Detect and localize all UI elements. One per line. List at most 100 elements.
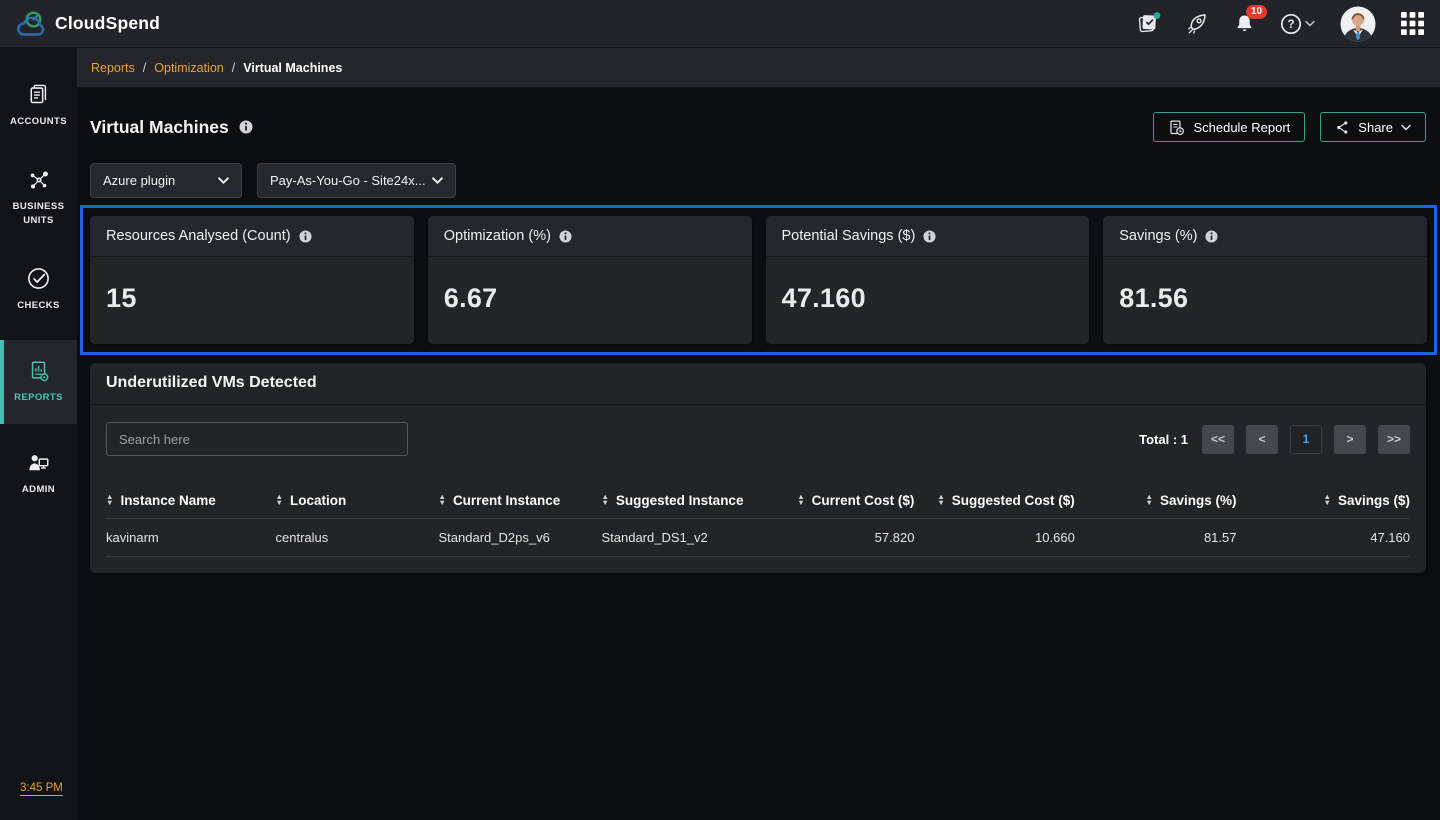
cell-savings-usd: 47.160 [1236, 517, 1410, 557]
sidebar-item-label: CHECKS [17, 300, 60, 312]
apps-grid-icon [1401, 12, 1424, 35]
reports-icon [31, 361, 48, 382]
cell-suggested-cost: 10.660 [914, 517, 1075, 557]
accounts-icon [30, 85, 47, 104]
brand-name: CloudSpend [55, 13, 161, 33]
sidebar-item-label: BUSINESS UNITS [12, 200, 65, 226]
column-header-location[interactable]: Location [276, 478, 439, 518]
stat-card-value: 6.67 [443, 283, 498, 313]
stat-card-value: 47.160 [781, 283, 866, 313]
table-controls: Total : 1 << < 1 > >> [90, 405, 1426, 472]
cell-savings-pct: 81.57 [1074, 517, 1237, 557]
sidebar-item-label: REPORTS [14, 391, 63, 403]
apps-grid-button[interactable] [1401, 12, 1424, 35]
topbar-icons: 10 ? [1136, 5, 1424, 42]
last-page-button[interactable]: >> [1378, 424, 1410, 454]
app-logo[interactable]: CloudSpend [16, 10, 160, 37]
table-row: kavinarm centralus Standard_D2ps_v6 Stan… [106, 517, 1410, 557]
next-page-button[interactable]: > [1334, 424, 1366, 454]
bell-icon [1237, 15, 1252, 31]
total-count: Total : 1 [1139, 431, 1188, 447]
notification-badge: 10 [1246, 5, 1268, 19]
account-select-value: Pay-As-You-Go - Site24x... [270, 173, 426, 188]
stat-card-value: 15 [106, 283, 137, 313]
prev-page-button[interactable]: < [1246, 424, 1278, 454]
stat-card-value: 81.56 [1119, 283, 1189, 313]
notes-icon [1138, 12, 1161, 33]
cell-suggested-instance: Standard_DS1_v2 [601, 517, 785, 557]
breadcrumb-current: Virtual Machines [243, 60, 343, 75]
info-icon[interactable] [923, 229, 936, 243]
help-icon: ? [1280, 13, 1302, 34]
sort-icon [439, 494, 446, 506]
stat-card-label: Resources Analysed (Count) [106, 228, 291, 244]
checks-icon [28, 268, 49, 290]
account-select[interactable]: Pay-As-You-Go - Site24x... [257, 163, 456, 198]
sort-icon [106, 494, 113, 506]
column-header-current-cost[interactable]: Current Cost ($) [784, 478, 915, 518]
help-button[interactable]: ? [1280, 13, 1315, 35]
share-icon [1337, 120, 1348, 134]
panel-title: Underutilized VMs Detected [90, 363, 1426, 405]
sort-icon [797, 494, 804, 506]
sidebar-item-checks[interactable]: CHECKS [0, 248, 77, 332]
stat-card-potential-savings: Potential Savings ($) 47.160 [765, 216, 1090, 344]
column-header-suggested-cost[interactable]: Suggested Cost ($) [914, 478, 1075, 518]
rocket-icon [1188, 14, 1206, 34]
plugin-select[interactable]: Azure plugin [90, 163, 242, 198]
sidebar: ACCOUNTS BUSINESS UNITS CHECKS REPORTS [0, 48, 77, 820]
breadcrumb: Reports / Optimization / Virtual Machine… [77, 48, 1440, 88]
sort-icon [1324, 494, 1331, 506]
info-icon[interactable] [559, 229, 572, 243]
sidebar-item-reports[interactable]: REPORTS [0, 340, 77, 424]
breadcrumb-optimization[interactable]: Optimization [154, 60, 224, 75]
stat-card-resources-analysed: Resources Analysed (Count) 15 [90, 216, 414, 344]
column-header-instance-name[interactable]: Instance Name [106, 478, 276, 518]
cell-current-instance: Standard_D2ps_v6 [438, 517, 602, 557]
column-header-savings-usd[interactable]: Savings ($) [1237, 478, 1410, 518]
topbar: CloudSpend 10 [0, 0, 1440, 48]
share-button[interactable]: Share [1320, 112, 1426, 142]
chevron-down-icon [1305, 20, 1315, 27]
sort-icon [276, 494, 283, 506]
column-header-suggested-instance[interactable]: Suggested Instance [601, 478, 784, 518]
whats-new-button[interactable] [1186, 12, 1209, 35]
current-page-button[interactable]: 1 [1290, 424, 1322, 454]
info-icon[interactable] [299, 229, 312, 243]
cell-location: centralus [275, 517, 439, 557]
cell-current-cost: 57.820 [784, 517, 915, 557]
avatar[interactable] [1340, 6, 1376, 42]
notifications-button[interactable]: 10 [1234, 5, 1268, 34]
info-icon[interactable] [239, 120, 253, 134]
stat-cards-highlight-box: Resources Analysed (Count) 15 Optimizati… [80, 205, 1437, 355]
page-title: Virtual Machines [90, 116, 229, 137]
stat-card-optimization: Optimization (%) 6.67 [427, 216, 752, 344]
column-header-current-instance[interactable]: Current Instance [439, 478, 602, 518]
admin-icon [29, 455, 49, 471]
stat-card-savings-pct: Savings (%) 81.56 [1103, 216, 1427, 344]
sidebar-item-business-units[interactable]: BUSINESS UNITS [0, 156, 77, 240]
search-input[interactable] [106, 422, 408, 456]
breadcrumb-reports[interactable]: Reports [91, 60, 135, 75]
breadcrumb-separator: / [142, 60, 147, 75]
sidebar-item-accounts[interactable]: ACCOUNTS [0, 64, 77, 148]
underutilized-vms-panel: Underutilized VMs Detected Total : 1 << … [90, 363, 1426, 573]
release-notes-button[interactable] [1136, 11, 1161, 36]
main-content: Reports / Optimization / Virtual Machine… [77, 48, 1440, 820]
chevron-down-icon [218, 177, 229, 184]
schedule-report-button[interactable]: Schedule Report [1153, 112, 1306, 142]
info-icon[interactable] [1205, 229, 1218, 243]
share-label: Share [1358, 119, 1393, 135]
sidebar-item-label: ACCOUNTS [9, 116, 68, 128]
plugin-select-value: Azure plugin [103, 173, 176, 188]
sort-icon [1146, 494, 1153, 506]
timestamp-link[interactable]: 3:45 PM [20, 782, 63, 796]
schedule-report-icon [1170, 119, 1185, 135]
first-page-button[interactable]: << [1202, 424, 1234, 454]
stat-card-label: Optimization (%) [443, 228, 551, 244]
sidebar-item-admin[interactable]: ADMIN [0, 432, 77, 516]
pagination: Total : 1 << < 1 > >> [1139, 424, 1410, 454]
chevron-down-icon [1401, 124, 1411, 131]
sort-icon [937, 494, 944, 506]
column-header-savings-pct[interactable]: Savings (%) [1075, 478, 1237, 518]
